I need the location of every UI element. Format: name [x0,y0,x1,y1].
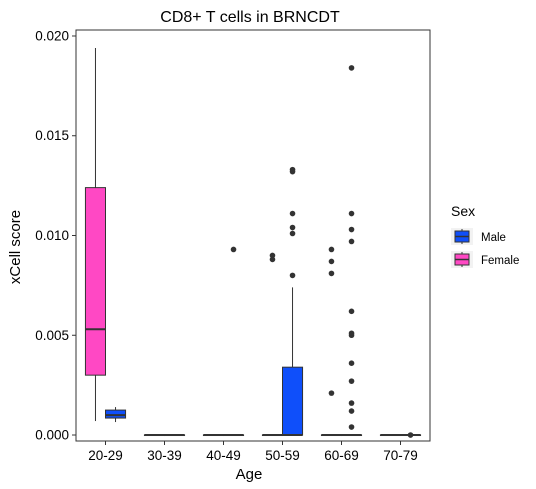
y-axis-title: xCell score [7,210,24,284]
x-tick-label: 30-39 [147,448,182,463]
outlier-point [328,246,335,253]
y-axis: 0.000 0.005 0.010 0.015 0.020 [35,28,76,443]
y-tick-label: 0.005 [35,328,69,343]
outlier-point [348,330,355,337]
outlier-point [328,258,335,265]
box-female-60-69 [320,246,343,437]
legend-label: Female [481,255,519,267]
outlier-point [289,272,296,279]
outlier-point [348,360,355,366]
x-tick-label: 40-49 [206,448,241,463]
outlier-point [289,210,296,217]
box-female-40-49 [202,434,225,437]
outlier-point [289,166,296,173]
legend-entry-male: Male [451,228,506,245]
outlier-point [407,432,414,438]
x-tick-label: 60-69 [324,448,359,463]
x-tick-label: 20-29 [88,448,123,463]
y-tick-label: 0.020 [35,28,69,43]
outlier-point [269,252,276,259]
x-tick-label: 70-79 [383,448,418,463]
outlier-point [328,270,335,277]
box-body [84,187,107,376]
outlier-point [289,230,296,237]
outlier-point [348,408,355,414]
box-male-30-39 [164,434,186,437]
y-tick-label: 0.000 [35,428,69,443]
chart-title: CD8+ T cells in BRNCDT [160,9,340,26]
legend-entries: Male Female [451,228,519,268]
outlier-point [289,224,296,231]
box-female-20-29 [84,47,107,422]
outlier-point [230,246,237,253]
legend: Sex Male Female [451,203,519,268]
box-female-70-79 [379,434,402,437]
box-series [84,47,422,438]
outlier-point [348,238,355,245]
outlier-point [348,378,355,384]
box-male-70-79 [400,432,422,438]
outlier-point [348,400,355,406]
box-female-50-59 [261,252,284,437]
outlier-point [348,65,355,71]
plot-panel [75,29,431,442]
outlier-point [269,256,276,263]
outlier-point [348,226,355,233]
outlier-point [348,210,355,217]
box-male-60-69 [341,65,363,437]
box-body [282,366,304,436]
outlier-point [348,424,355,430]
y-tick-label: 0.015 [35,128,69,143]
outlier-point [328,390,335,396]
x-axis: 20-29 30-39 40-49 50-59 60-69 70-79 [88,441,418,463]
x-tick-label: 50-59 [265,448,300,463]
legend-entry-female: Female [451,251,519,268]
legend-label: Male [481,232,506,244]
y-tick-label: 0.010 [35,228,69,243]
box-male-20-29 [105,407,127,423]
outlier-point [348,308,355,315]
box-female-30-39 [143,434,166,437]
x-axis-title: Age [236,466,263,483]
legend-title: Sex [451,203,475,219]
box-male-50-59 [282,166,304,437]
